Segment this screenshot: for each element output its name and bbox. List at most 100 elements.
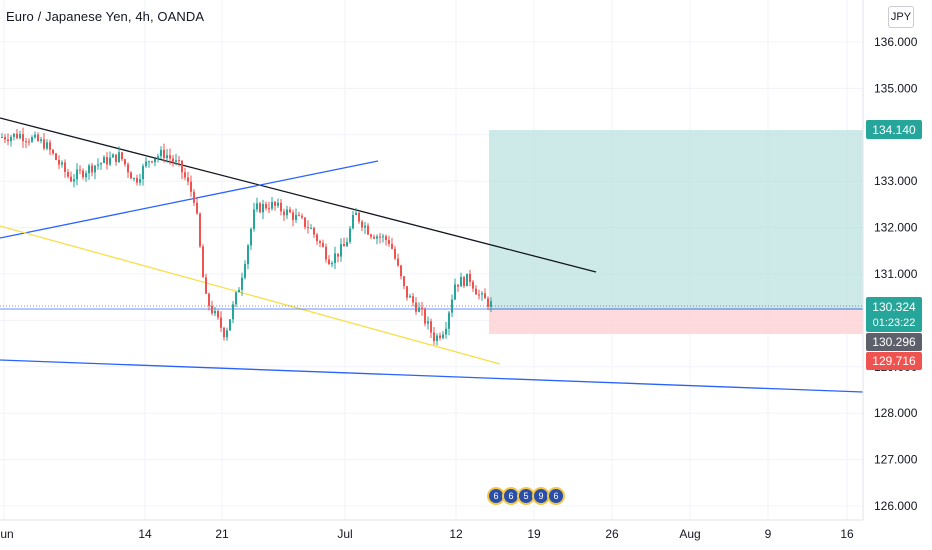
candle-body [70,176,72,182]
candle-body [277,202,279,206]
currency-button[interactable]: JPY [888,6,914,28]
candle-body [436,335,438,341]
candle-body [358,212,360,222]
candle-body [196,202,198,214]
candle-body [316,234,318,242]
candle-body [172,158,174,162]
candle-body [298,214,300,216]
price-tick-label: 131.000 [874,267,918,281]
candle-body [1,136,3,138]
candle-body [163,149,165,159]
time-tick-label: 26 [605,527,619,541]
candle-body [229,319,231,331]
event-badge[interactable]: 6 [547,487,565,505]
candle-body [352,214,354,229]
candle-body [466,273,468,287]
candle-body [19,134,21,139]
candle-body [127,164,129,173]
candle-body [43,139,45,149]
event-badges[interactable]: 6 6 5 9 6 [487,487,565,505]
candle-body [91,165,93,173]
candle-body [478,294,480,296]
candle-body [355,212,357,215]
lower-channel-line[interactable] [0,359,864,393]
candle-body [469,273,471,282]
candle-body [382,236,384,238]
candle-body [268,208,270,210]
candle-body [139,179,141,183]
candle-body [106,157,108,165]
candle-body [274,201,276,206]
time-tick-label: Aug [679,527,700,541]
candle-body [292,212,294,220]
candle-body [175,160,177,162]
candle-body [61,162,63,165]
candle-body [304,217,306,228]
price-axis[interactable]: 136.000135.000134.000133.000132.000131.0… [874,35,918,513]
candle-body [367,225,369,235]
candle-body [100,163,102,165]
candle-body [40,139,42,141]
candle-body [385,236,387,241]
time-tick-label: 21 [215,527,229,541]
ascending-trendline[interactable] [0,160,379,239]
loss-zone[interactable] [489,309,863,334]
candle-body [412,296,414,303]
candle-body [124,159,126,165]
candle-body [4,136,6,140]
candle-body [130,172,132,179]
candle-body [7,139,9,142]
price-tick-label: 136.000 [874,35,918,49]
candle-body [439,335,441,338]
candle-body [472,281,474,289]
yellow-trendline[interactable] [0,225,501,365]
candle-body [418,307,420,312]
candle-body [463,277,465,287]
candle-body [109,157,111,165]
candle-body [199,213,201,247]
candle-body [52,149,54,154]
candle-body [490,301,492,307]
candle-body [217,311,219,318]
candle-body [241,277,243,290]
candle-body [265,203,267,209]
candle-body [247,245,249,264]
candle-body [253,209,255,229]
candle-body [289,209,291,213]
current-price-label: 130.324 [872,300,916,314]
candle-body [388,240,390,244]
profit-zone[interactable] [489,130,863,309]
candle-body [361,221,363,228]
candle-body [55,153,57,160]
candle-body [49,142,51,150]
candle-body [250,228,252,246]
candle-body [400,265,402,277]
candle-body [181,160,183,173]
descending-trendline[interactable] [0,117,597,273]
candle-body [232,304,234,320]
candle-body [424,309,426,324]
candle-body [280,202,282,212]
candle-body [307,227,309,229]
time-tick-label: 16 [840,527,854,541]
time-axis[interactable]: Jun 14 21 Jul 12 19 26 Aug 9 16 [0,527,854,541]
candle-body [286,209,288,216]
candle-body [340,244,342,257]
time-tick-label: 9 [765,527,772,541]
candle-body [82,170,84,178]
price-tick-label: 135.000 [874,81,918,95]
price-tick-label: 132.000 [874,221,918,235]
price-tick-label: 126.000 [874,499,918,513]
time-tick-label: 12 [449,527,463,541]
candle-body [202,246,204,278]
price-tick-label: 133.000 [874,174,918,188]
stop-price-label: 129.716 [872,354,916,368]
candle-body [271,201,273,209]
candle-body [331,262,333,265]
candlestick-series[interactable] [1,127,492,346]
candle-body [406,286,408,298]
candle-body [151,161,153,163]
candle-body [190,181,192,192]
